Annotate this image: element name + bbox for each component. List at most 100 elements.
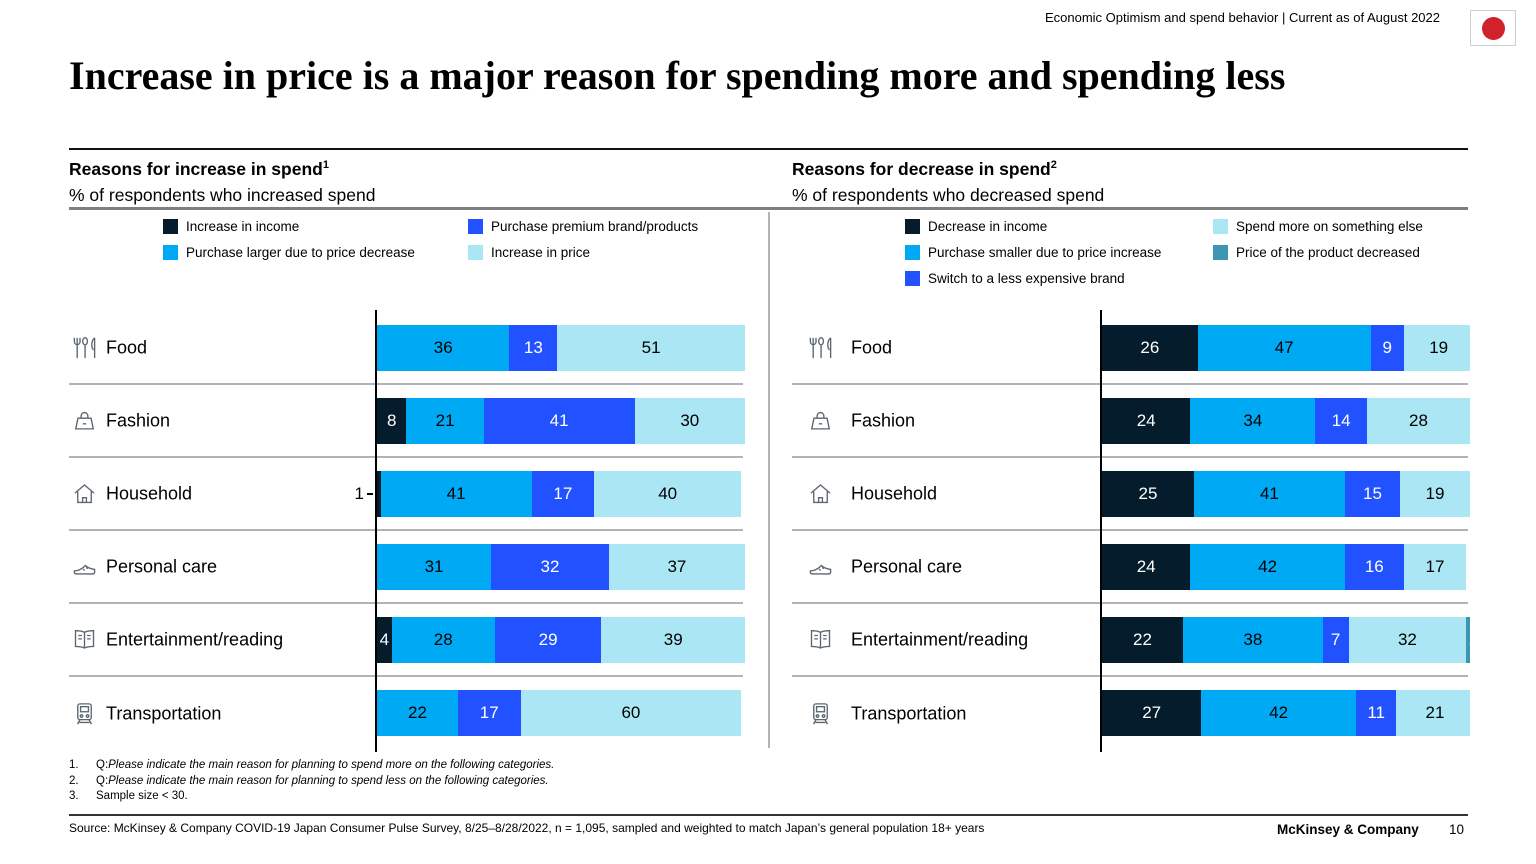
category-label: Entertainment/reading <box>851 629 1029 649</box>
category-label: Personal care <box>106 556 218 576</box>
legend-swatch-icon <box>905 271 920 286</box>
chart-row: Personal care 31 32 37 <box>69 531 745 604</box>
category-label: Household <box>106 483 193 503</box>
cutlery-icon <box>71 334 98 361</box>
bar-segment: 15 <box>1344 471 1401 517</box>
chart-row: Food 36 13 51 <box>69 312 745 385</box>
shoe-icon <box>807 553 834 580</box>
bar-segment: 9 <box>1370 325 1404 371</box>
cutlery-icon <box>807 334 834 361</box>
stacked-bar: 27 42 11 21 <box>1102 690 1470 736</box>
bar-segment: 7 <box>1322 617 1349 663</box>
bar-segment: 32 <box>491 544 609 590</box>
bar-segment: 19 <box>1400 471 1470 517</box>
left-chart-rows: Food 36 13 51 Fashion 8 21 41 30 1 Household 41 17 40… <box>69 310 745 752</box>
bar-segment: 21 <box>406 398 484 444</box>
stacked-bar: 36 13 51 <box>377 325 745 371</box>
stacked-bar: 26 47 9 19 <box>1102 325 1470 371</box>
legend-column: Increase in income Purchase larger due to… <box>163 219 468 261</box>
chart-row: Fashion 8 21 41 30 <box>69 385 745 458</box>
stacked-bar: 41 17 40 <box>377 471 745 517</box>
bar-segment: 37 <box>608 544 745 590</box>
right-chart-rows: Food 26 47 9 19 Fashion 24 34 14 28 Household 25 41 1… <box>792 310 1470 752</box>
chart-row: 1 Household 41 17 40 <box>69 458 743 531</box>
bar-segment: 8 <box>377 398 407 444</box>
bar-segment: 41 <box>1194 471 1345 517</box>
chart-row: Entertainment/reading 22387321 <box>792 604 1470 677</box>
footnote-ref-1: 1 <box>322 159 329 171</box>
legend-item: Increase in income <box>163 219 468 235</box>
category-label: Household <box>851 483 938 503</box>
stacked-bar: 24 42 16 17 <box>1102 544 1470 590</box>
house-icon <box>807 480 834 507</box>
stacked-bar: 31 32 37 <box>377 544 745 590</box>
japan-flag-icon <box>1470 10 1516 46</box>
open-book-icon <box>807 626 834 653</box>
bar-segment: 22 <box>1102 617 1183 663</box>
legend-swatch-icon <box>905 245 920 260</box>
bar-segment: 60 <box>520 690 742 736</box>
footnote-line: 1. Q: Please indicate the main reason for… <box>69 759 555 771</box>
bar-segment: 25 <box>1102 471 1194 517</box>
bar-segment: 17 <box>1403 544 1467 590</box>
chart-row: Fashion 24 34 14 28 <box>792 385 1470 458</box>
house-icon <box>71 480 98 507</box>
handbag-icon <box>71 407 98 434</box>
chart-row: Entertainment/reading 4 28 29 39 <box>69 604 745 677</box>
bar-segment: 38 <box>1182 617 1323 663</box>
right-chart-subtitle: % of respondents who decreased spend <box>792 184 1105 205</box>
left-chart-title: Reasons for increase in spend1 <box>69 158 329 179</box>
stacked-bar: 22 17 60 <box>377 690 745 736</box>
bar-segment: 31 <box>377 544 492 590</box>
right-chart-legend: Decrease in income Purchase smaller due t… <box>905 219 1423 287</box>
legend-divider <box>69 207 1468 210</box>
legend-item: Increase in price <box>468 245 698 261</box>
train-icon <box>71 700 98 727</box>
stacked-bar: 22387321 <box>1102 617 1470 663</box>
bar-segment: 11 <box>1355 690 1397 736</box>
handbag-icon <box>807 407 834 434</box>
source-line: Source: McKinsey & Company COVID-19 Japa… <box>69 821 985 835</box>
footer-divider <box>69 814 1468 816</box>
right-chart-title: Reasons for decrease in spend2 <box>792 158 1057 179</box>
legend-item: Switch to a less expensive brand <box>905 271 1213 287</box>
japan-flag-circle <box>1481 16 1505 40</box>
category-label: Transportation <box>851 703 967 723</box>
outside-value-label: 1 <box>345 458 373 529</box>
category-label: Fashion <box>851 410 916 430</box>
bar-segment: 40 <box>594 471 742 517</box>
legend-label: Increase in price <box>491 245 591 260</box>
bar-segment: 24 <box>1102 544 1191 590</box>
category-label: Transportation <box>106 703 222 723</box>
open-book-icon <box>71 626 98 653</box>
category-label: Fashion <box>106 410 171 430</box>
legend-label: Spend more on something else <box>1236 219 1423 234</box>
bar-segment: 24 <box>1102 398 1191 444</box>
bar-segment: 16 <box>1344 544 1404 590</box>
legend-column: Spend more on something else Price of the… <box>1213 219 1423 287</box>
bar-segment: 28 <box>391 617 495 663</box>
legend-item: Purchase larger due to price decrease <box>163 245 468 261</box>
legend-label: Switch to a less expensive brand <box>928 271 1125 286</box>
bar-segment: 22 <box>377 690 458 736</box>
bar-segment: 17 <box>457 690 521 736</box>
category-label: Food <box>106 337 148 357</box>
page-number: 10 <box>1449 822 1465 837</box>
bar-segment: 47 <box>1197 325 1371 371</box>
bar-segment: 39 <box>601 617 745 663</box>
chart-row: Household 25 41 15 19 <box>792 458 1470 531</box>
legend-label: Increase in income <box>186 219 300 234</box>
legend-swatch-icon <box>163 245 178 260</box>
callout-dash <box>367 492 373 495</box>
legend-swatch-icon <box>905 219 920 234</box>
legend-label: Price of the product decreased <box>1236 245 1420 260</box>
legend-label: Purchase premium brand/products <box>491 219 699 234</box>
bar-segment: 21 <box>1396 690 1470 736</box>
legend-label: Purchase smaller due to price increase <box>928 245 1162 260</box>
train-icon <box>807 700 834 727</box>
chart-row: Personal care 24 42 16 17 <box>792 531 1468 604</box>
title-divider <box>69 148 1468 150</box>
legend-item: Spend more on something else <box>1213 219 1423 235</box>
legend-column: Purchase premium brand/products Increase … <box>468 219 698 261</box>
legend-swatch-icon <box>1213 245 1228 260</box>
